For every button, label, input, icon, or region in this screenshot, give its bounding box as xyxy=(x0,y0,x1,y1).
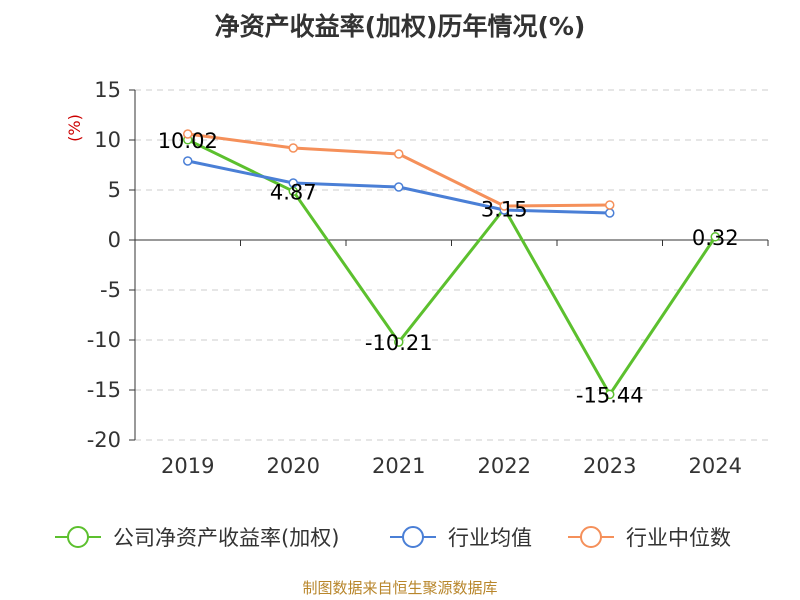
x-tick-label: 2024 xyxy=(689,454,742,478)
x-tick-label: 2023 xyxy=(583,454,636,478)
series-layer xyxy=(183,129,720,400)
data-label: 10.02 xyxy=(158,129,218,153)
data-label: 4.87 xyxy=(270,180,317,204)
data-point-s2-0 xyxy=(183,129,193,139)
x-tick-label: 2021 xyxy=(372,454,425,478)
data-point-s2-3 xyxy=(499,201,509,211)
legend-label-2: 行业中位数 xyxy=(626,526,731,550)
source-note: 制图数据来自恒生聚源数据库 xyxy=(302,579,497,597)
y-tick-label: -5 xyxy=(100,278,121,302)
y-tick-label: 5 xyxy=(108,178,121,202)
legend-marker-2 xyxy=(580,526,602,548)
y-tick-label: -15 xyxy=(87,378,121,402)
data-point-s1-0 xyxy=(183,156,193,166)
data-label: -15.44 xyxy=(576,383,644,407)
data-point-s0-5 xyxy=(710,232,720,242)
series-line-0 xyxy=(187,138,717,396)
legend-marker-0 xyxy=(67,526,89,548)
y-tick-label: -10 xyxy=(87,328,121,352)
grid-layer xyxy=(135,89,768,441)
data-label: 3.15 xyxy=(481,198,528,222)
data-label-layer: 10.02 4.87 -10.21 3.15 -15.44 0.32 xyxy=(158,129,739,408)
data-point-s1-2 xyxy=(394,182,404,192)
data-point-s2-1 xyxy=(288,143,298,153)
y-axis-unit: (%) xyxy=(65,114,84,142)
y-tick-label: 0 xyxy=(108,228,121,252)
axis-layer: 15 10 5 0 -5 -10 -15 -20 2019 2020 2021 2022 2023 202… xyxy=(87,78,769,478)
y-tick-label: 15 xyxy=(94,78,121,102)
legend-label-1: 行业均值 xyxy=(448,526,532,550)
x-tick-label: 2022 xyxy=(478,454,531,478)
data-label: -10.21 xyxy=(365,331,433,355)
data-label: 0.32 xyxy=(692,226,739,250)
data-point-s1-1 xyxy=(288,178,298,188)
y-tick-label: 10 xyxy=(94,128,121,152)
legend: 公司净资产收益率(加权) 行业均值 行业中位数 xyxy=(55,526,731,550)
x-tick-label: 2019 xyxy=(161,454,214,478)
chart-title: 净资产收益率(加权)历年情况(%) xyxy=(215,12,586,41)
data-point-s1-4 xyxy=(605,208,615,218)
x-tick-label: 2020 xyxy=(267,454,320,478)
legend-label-0: 公司净资产收益率(加权) xyxy=(113,526,339,550)
data-point-s2-4 xyxy=(605,200,615,210)
data-point-s0-4 xyxy=(605,389,615,400)
y-tick-label: -20 xyxy=(87,428,121,452)
data-point-s2-2 xyxy=(394,149,404,159)
legend-marker-1 xyxy=(402,526,424,548)
data-point-s0-2 xyxy=(394,337,404,347)
